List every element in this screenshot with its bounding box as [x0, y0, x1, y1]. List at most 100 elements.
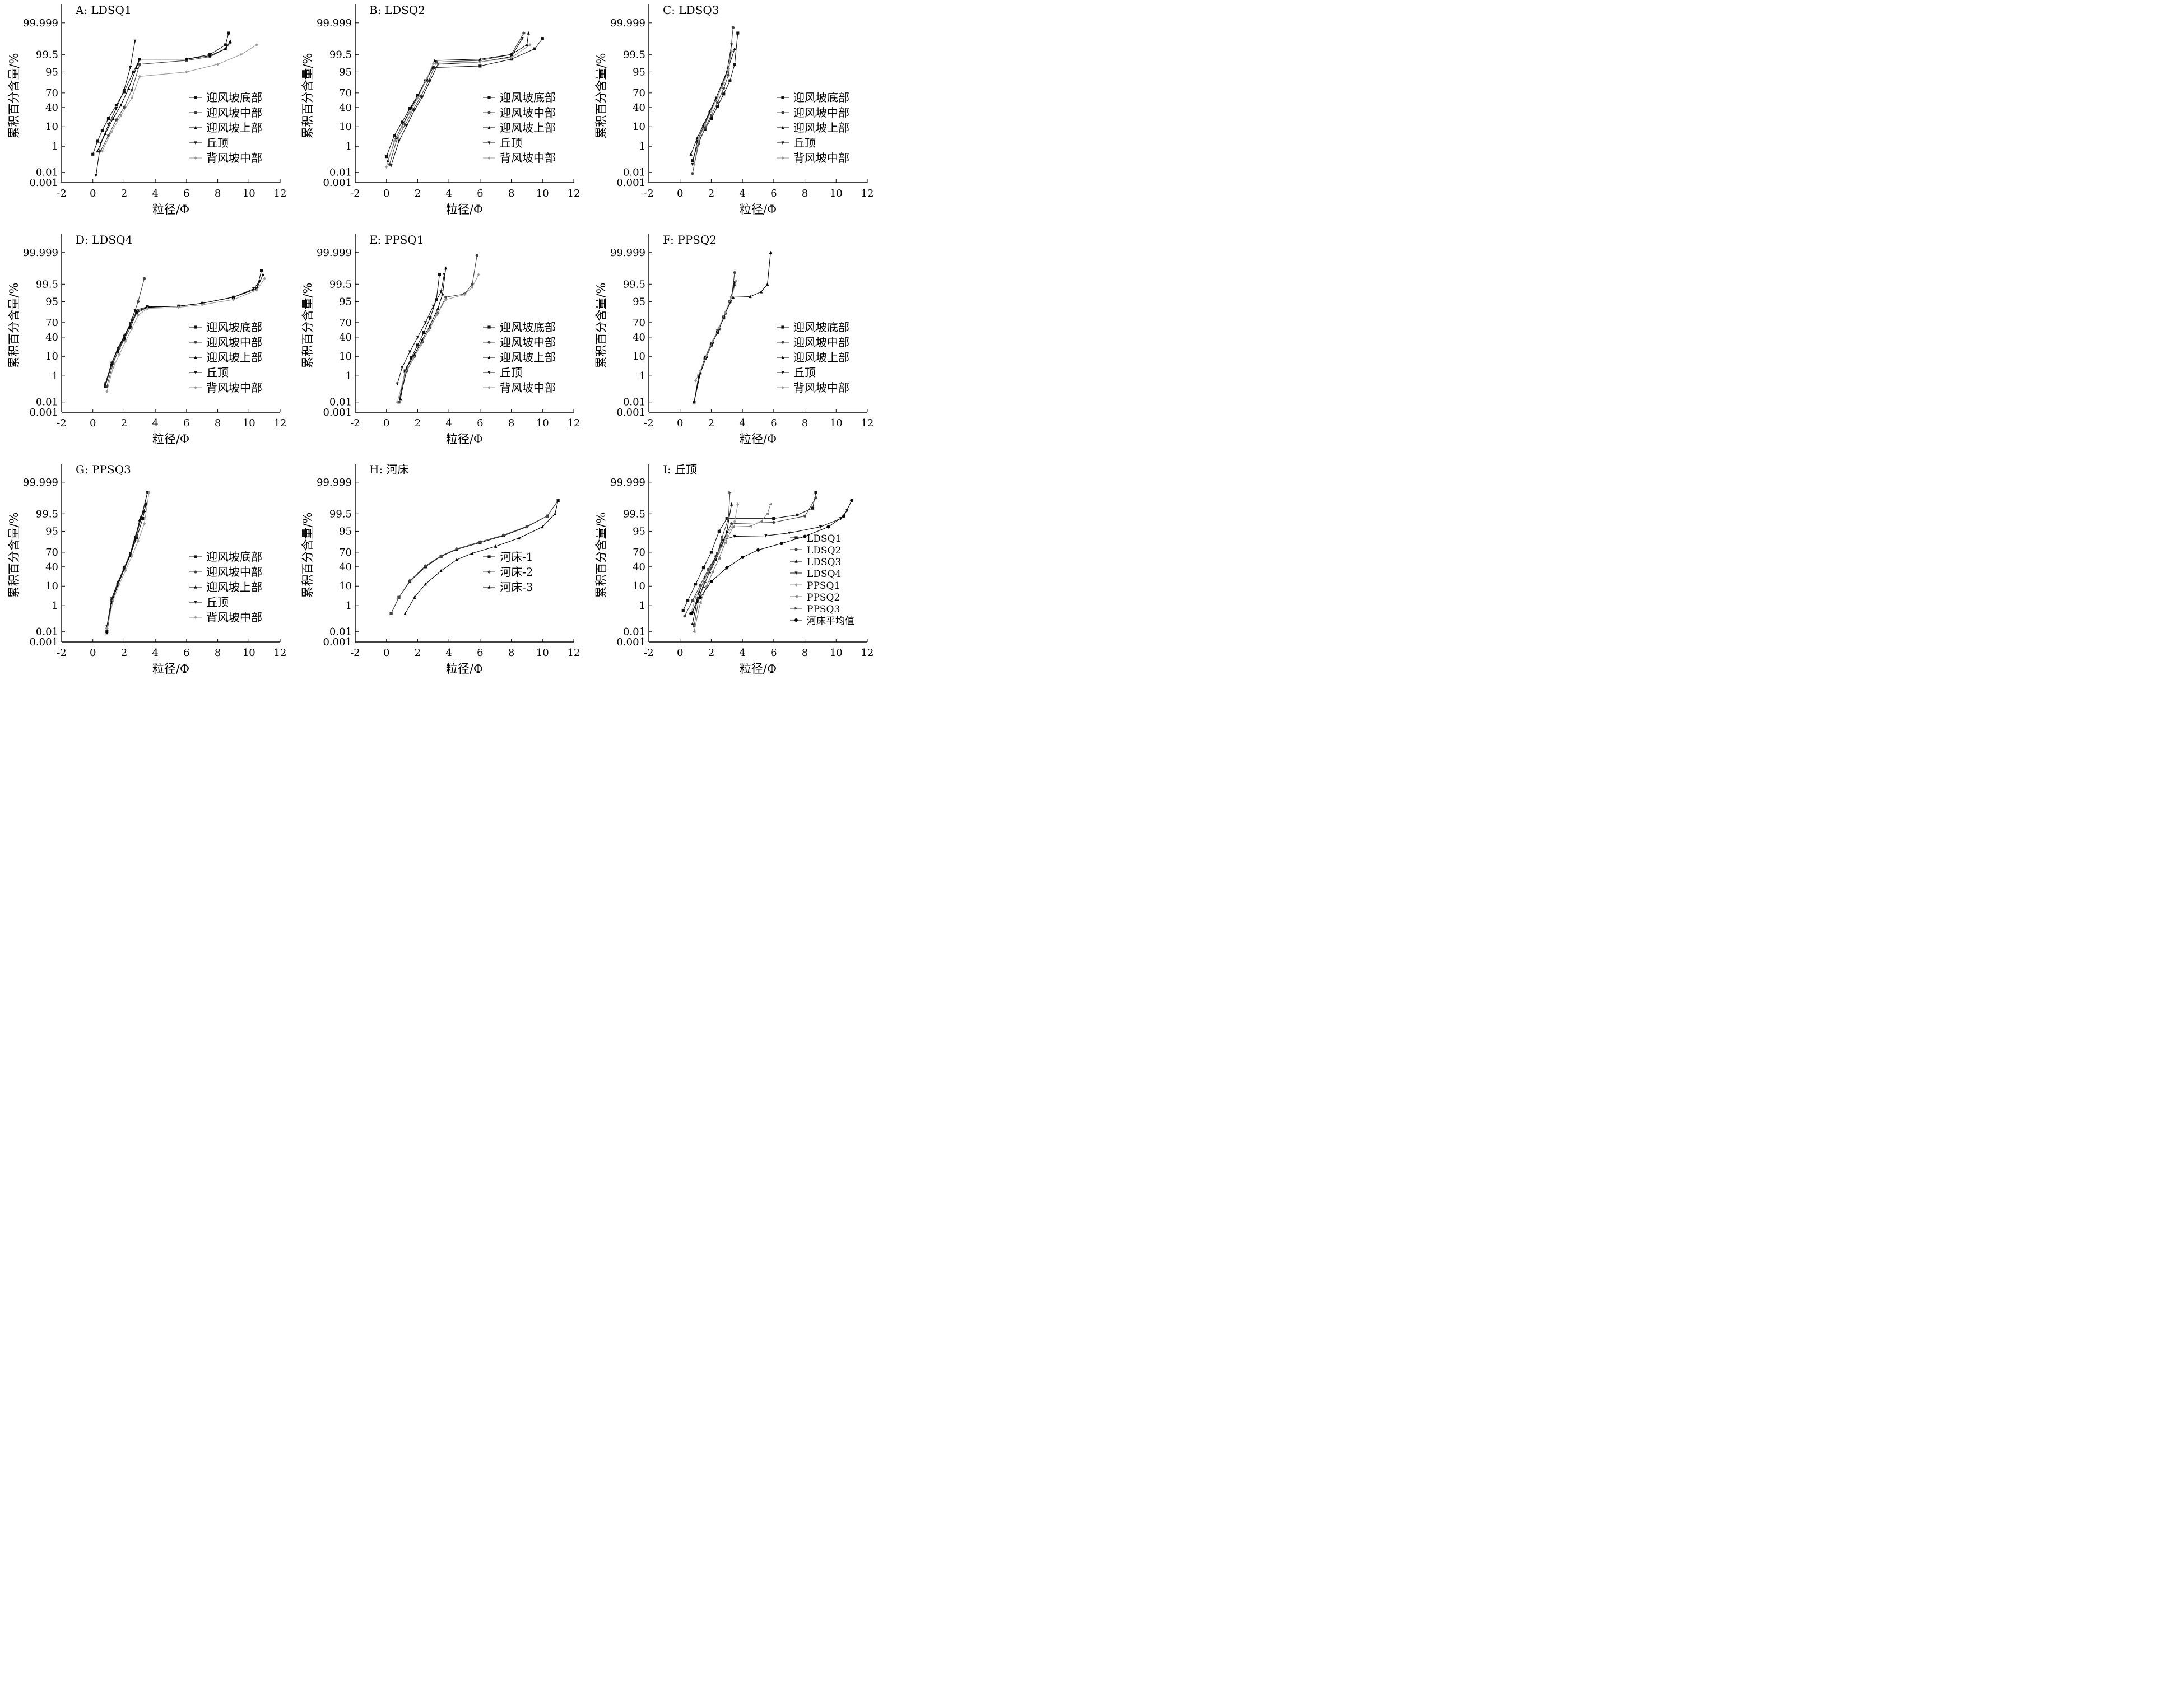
x-tick-label: 2	[708, 417, 714, 429]
y-tick-label: 99.999	[23, 477, 58, 488]
y-tick-label: 10	[45, 580, 58, 592]
data-point	[224, 43, 227, 46]
chart-panel-1: 99.999 99.5 95 70 40 10 1 0.010.001-2 0 2 4 6 8 10 12 粒…	[7, 3, 286, 216]
legend-marker	[487, 96, 491, 99]
legend-label: 迎风坡底部	[206, 550, 262, 564]
data-point	[701, 580, 705, 584]
data-point	[691, 622, 694, 626]
series-line	[106, 492, 148, 627]
data-point	[721, 535, 724, 539]
data-point	[130, 96, 133, 100]
legend-label: 迎风坡中部	[206, 565, 262, 579]
data-point	[715, 552, 719, 555]
data-point	[733, 46, 736, 50]
data-point	[96, 149, 99, 153]
data-point	[471, 551, 474, 555]
y-tick-label: 10	[45, 121, 58, 133]
data-point	[105, 385, 109, 388]
y-tick-label: 0.001	[616, 636, 645, 648]
data-point	[104, 382, 107, 386]
data-point	[135, 309, 138, 313]
x-tick-label: 8	[802, 188, 808, 199]
legend-marker	[794, 607, 798, 610]
data-point	[693, 162, 696, 166]
data-point	[759, 290, 763, 294]
y-tick-label: 1	[639, 370, 645, 382]
y-tick-label: 95	[339, 525, 352, 537]
data-point	[772, 520, 775, 524]
data-point	[389, 612, 393, 615]
data-point	[693, 625, 696, 628]
y-tick-label: 99.999	[23, 17, 58, 29]
series-line	[682, 492, 816, 611]
legend-marker	[194, 341, 197, 344]
data-point	[201, 303, 204, 307]
x-tick-label: 0	[90, 647, 96, 659]
data-point	[471, 285, 474, 289]
data-point	[705, 353, 708, 357]
series-5	[105, 491, 151, 630]
legend-marker	[487, 386, 491, 389]
data-point	[393, 134, 396, 137]
data-point	[697, 139, 700, 143]
y-tick-label: 0.01	[36, 397, 58, 408]
data-point	[122, 338, 126, 341]
data-point	[402, 121, 405, 125]
x-tick-label: 8	[508, 417, 514, 429]
data-point	[749, 295, 752, 299]
legend-marker	[794, 559, 798, 563]
legend-marker	[781, 325, 784, 329]
y-tick-label: 1	[346, 600, 352, 612]
legend-marker	[487, 570, 491, 574]
series-line	[92, 32, 229, 155]
data-point	[130, 89, 133, 92]
y-tick-label: 1	[346, 370, 352, 382]
series-line	[684, 497, 816, 616]
legend-label: 迎风坡上部	[206, 580, 262, 594]
legend-label: 背风坡中部	[500, 381, 556, 394]
data-point	[396, 400, 399, 404]
y-tick-label: 0.001	[323, 407, 352, 418]
data-point	[136, 300, 140, 304]
data-point	[105, 389, 109, 393]
data-point	[803, 514, 807, 518]
data-point	[721, 543, 724, 547]
data-point	[133, 39, 137, 43]
x-tick-label: 4	[739, 647, 745, 659]
chart-panel-5: 99.999 99.5 95 70 40 10 1 0.010.001-2 0 2 4 6 8 10 12 粒…	[301, 233, 580, 446]
y-tick-label: 1	[346, 141, 352, 152]
series-line	[405, 500, 559, 614]
y-tick-label: 40	[45, 102, 58, 114]
legend-marker	[194, 96, 197, 99]
y-tick-label: 70	[45, 547, 58, 558]
legend-label: 迎风坡底部	[500, 91, 556, 104]
y-tick-label: 0.01	[329, 626, 352, 638]
legend-label: 丘顶	[500, 366, 522, 379]
data-point	[119, 103, 123, 107]
data-point	[756, 548, 760, 552]
legend-label: 迎风坡底部	[500, 320, 556, 334]
data-point	[717, 557, 721, 560]
data-point	[521, 37, 524, 40]
data-point	[110, 130, 113, 134]
legend-label: 河床-2	[500, 565, 533, 579]
data-point	[709, 566, 713, 570]
legend-marker	[194, 555, 197, 558]
data-point	[255, 43, 258, 47]
data-point	[405, 124, 408, 128]
y-tick-label: 99.5	[36, 508, 58, 520]
data-point	[681, 608, 685, 612]
series-2	[691, 26, 735, 175]
data-point	[128, 326, 132, 329]
y-tick-label: 0.01	[329, 167, 352, 179]
data-point	[715, 105, 719, 108]
data-point	[419, 343, 422, 347]
x-tick-label: 0	[383, 188, 389, 199]
data-point	[424, 582, 427, 586]
x-tick-label: 6	[183, 188, 189, 199]
legend-label: 丘顶	[793, 136, 816, 150]
x-tick-label: 0	[90, 417, 96, 429]
